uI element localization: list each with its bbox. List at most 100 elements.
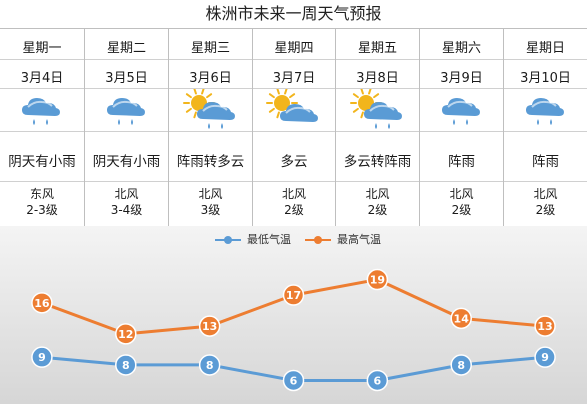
day-column: 星期四 3月7日多云北风 2级 bbox=[252, 29, 335, 226]
data-point-high: 16 bbox=[31, 292, 53, 314]
data-point-low: 8 bbox=[115, 354, 137, 376]
data-point-low: 9 bbox=[534, 346, 556, 368]
wind-direction: 北风 bbox=[449, 187, 474, 201]
wind-info: 北风 2级 bbox=[336, 186, 419, 218]
data-point-high: 19 bbox=[366, 268, 389, 291]
data-marker-high bbox=[282, 284, 305, 306]
weather-condition: 阵雨 bbox=[448, 154, 475, 170]
weather-condition: 阴天有小雨 bbox=[92, 154, 161, 170]
data-point-high: 13 bbox=[534, 315, 556, 337]
day-column: 星期三 3月6日 阵雨转多云 北风 3级 bbox=[168, 29, 252, 226]
wind-info: 北风 3级 bbox=[169, 186, 252, 218]
weather-condition: 阵雨 bbox=[532, 154, 559, 170]
weather-condition: 多云转阵雨 bbox=[343, 154, 412, 170]
data-label-low: 8 bbox=[122, 359, 130, 372]
wind-direction: 北风 bbox=[533, 187, 558, 201]
data-label-low: 6 bbox=[290, 374, 298, 387]
data-marker-high bbox=[115, 323, 137, 345]
data-point-high: 14 bbox=[450, 307, 472, 330]
wind-level: 3-4级 bbox=[110, 203, 143, 217]
wind-level: 2级 bbox=[284, 203, 304, 217]
day-name: 星期二 bbox=[106, 41, 146, 56]
data-label-low: 6 bbox=[374, 374, 382, 387]
data-label-low: 9 bbox=[38, 351, 46, 364]
day-date: 3月9日 bbox=[440, 71, 483, 86]
weather-condition: 多云 bbox=[280, 154, 308, 170]
data-marker-low bbox=[115, 354, 137, 376]
legend-item-high: 最高气温 bbox=[305, 232, 395, 248]
wind-direction: 北风 bbox=[365, 187, 390, 201]
day-name: 星期六 bbox=[441, 41, 481, 56]
cloud-rain-icon bbox=[0, 89, 84, 129]
chart-legend: 最低气温 最高气温 bbox=[0, 232, 587, 248]
data-point-low: 9 bbox=[31, 346, 53, 368]
cloud-rain-icon bbox=[504, 89, 587, 129]
day-date: 3月6日 bbox=[189, 71, 232, 86]
row-divider bbox=[0, 181, 587, 182]
data-label-high: 19 bbox=[370, 274, 385, 287]
data-marker-low bbox=[534, 346, 556, 368]
data-label-high: 14 bbox=[454, 312, 470, 325]
day-column: 星期六 3月9日阵雨北风 2级 bbox=[419, 29, 503, 226]
day-column: 星期五 3月8日多云转阵雨北风 2级 bbox=[335, 29, 419, 226]
legend-dot-high bbox=[314, 236, 322, 244]
wind-level: 2级 bbox=[451, 203, 472, 217]
data-point-low: 8 bbox=[450, 354, 472, 376]
day-column: 星期二 3月5日阴天有小雨北风 3-4级 bbox=[84, 29, 168, 226]
data-marker-high bbox=[198, 315, 221, 337]
sun-cloud-icon bbox=[253, 87, 335, 129]
data-label-high: 17 bbox=[286, 289, 301, 302]
data-marker-low bbox=[450, 354, 472, 376]
data-marker-low bbox=[282, 369, 305, 392]
day-date: 3月4日 bbox=[20, 71, 64, 86]
weather-condition: 阴天有小雨 bbox=[8, 154, 76, 170]
legend-label-low: 最低气温 bbox=[247, 233, 291, 246]
data-label-high: 13 bbox=[537, 320, 552, 333]
data-marker-high bbox=[534, 315, 556, 337]
legend-label-high: 最高气温 bbox=[337, 233, 381, 246]
cloud-rain-icon bbox=[85, 89, 168, 129]
row-divider bbox=[0, 88, 587, 89]
wind-direction: 东风 bbox=[29, 187, 54, 201]
data-marker-low bbox=[198, 354, 221, 376]
data-marker-high bbox=[450, 307, 472, 330]
wind-direction: 北风 bbox=[281, 187, 306, 201]
cloud-rain-icon bbox=[420, 89, 503, 129]
data-point-low: 6 bbox=[282, 369, 305, 392]
day-column: 星期一 3月4日阴天有小雨东风 2-3级 bbox=[0, 29, 84, 226]
page-title: 株洲市未来一周天气预报 bbox=[205, 4, 382, 23]
row-divider bbox=[0, 131, 587, 132]
sun-cloud-rain-icon bbox=[336, 87, 419, 129]
wind-direction: 北风 bbox=[198, 187, 223, 201]
day-date: 3月10日 bbox=[520, 71, 571, 86]
day-date: 3月5日 bbox=[105, 71, 148, 86]
wind-level: 2-3级 bbox=[26, 203, 58, 217]
data-point-high: 13 bbox=[198, 315, 221, 337]
day-column: 星期日 3月10日 阵雨 北风 2级 bbox=[503, 29, 587, 226]
wind-level: 3级 bbox=[200, 203, 221, 217]
day-date: 3月7日 bbox=[272, 71, 316, 86]
wind-info: 北风 3-4级 bbox=[85, 186, 168, 218]
data-point-high: 12 bbox=[115, 323, 137, 345]
legend-dot-low bbox=[224, 236, 232, 244]
data-marker-high bbox=[31, 292, 53, 314]
sun-cloud-rain-icon bbox=[169, 87, 252, 129]
data-label-low: 9 bbox=[541, 351, 549, 364]
day-name: 星期一 bbox=[22, 41, 62, 56]
forecast-table: 星期一 3月4日 阴天有小雨 东风 2-3级 星期二 3月5日 阴天有小雨 北风 3-4级 星期三 3… bbox=[0, 28, 587, 227]
wind-info: 东风 2-3级 bbox=[0, 186, 84, 218]
data-label-high: 16 bbox=[34, 297, 50, 310]
wind-level: 2级 bbox=[535, 203, 556, 217]
row-divider bbox=[0, 59, 587, 60]
day-name: 星期四 bbox=[274, 41, 314, 56]
data-marker-high bbox=[366, 268, 389, 291]
day-date: 3月8日 bbox=[356, 71, 399, 86]
data-point-low: 8 bbox=[198, 354, 221, 376]
data-point-low: 6 bbox=[366, 369, 389, 392]
day-name: 星期五 bbox=[357, 41, 397, 56]
data-point-high: 17 bbox=[282, 284, 305, 306]
day-name: 星期三 bbox=[190, 41, 230, 56]
wind-level: 2级 bbox=[367, 203, 388, 217]
data-label-low: 8 bbox=[206, 359, 214, 372]
data-marker-low bbox=[31, 346, 53, 368]
